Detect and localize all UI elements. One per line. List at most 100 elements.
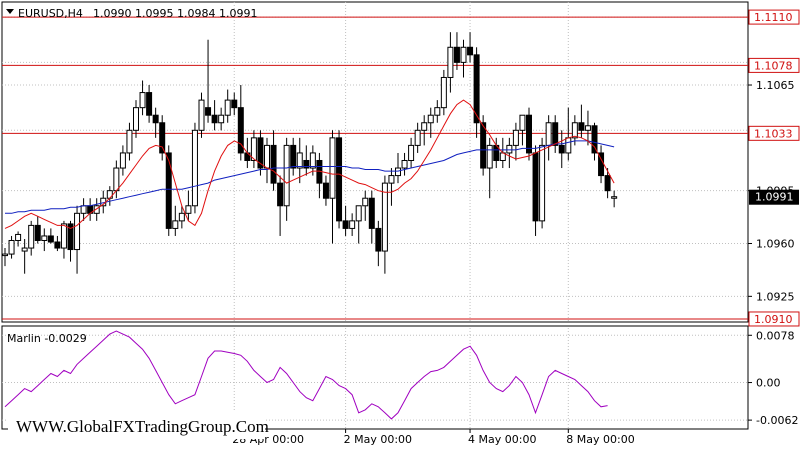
level-tag-box bbox=[748, 57, 800, 73]
current-price-label: 1.0991 bbox=[755, 191, 794, 204]
candle bbox=[611, 190, 618, 208]
candle-body-bear bbox=[34, 224, 41, 241]
candle bbox=[408, 137, 415, 169]
candle bbox=[67, 220, 74, 262]
oscillator-pane[interactable]: Marlin -0.0029 0.0078 0.00 -0.0062 bbox=[1, 325, 798, 430]
time-tick-label: 4 May 00:00 bbox=[468, 433, 536, 446]
candle-body-bull bbox=[106, 190, 113, 199]
dropdown-arrow-icon[interactable] bbox=[6, 9, 14, 14]
candle-body-bull bbox=[198, 99, 205, 131]
candle bbox=[375, 220, 382, 267]
candle bbox=[486, 137, 493, 199]
candle bbox=[512, 122, 519, 161]
candle bbox=[185, 190, 192, 221]
candle-body-bull bbox=[28, 224, 35, 249]
candle-body-bull bbox=[611, 196, 618, 199]
candle bbox=[480, 115, 487, 176]
candle-body-bear bbox=[67, 223, 74, 251]
candle-body-bear bbox=[552, 122, 559, 146]
candle bbox=[165, 145, 172, 236]
candle-body-bear bbox=[152, 114, 159, 124]
watermark-text: WWW.GlobalFXTradingGroup.Com bbox=[16, 417, 269, 436]
price-pane[interactable]: EURUSD,H4 1.0990 1.0995 1.0984 1.0991 1.… bbox=[1, 1, 800, 327]
candle-body-bull bbox=[309, 152, 316, 169]
level-tag-label: 1.1033 bbox=[754, 127, 793, 140]
candle bbox=[139, 80, 146, 116]
candle bbox=[74, 205, 81, 274]
candle-body-bear bbox=[558, 144, 565, 154]
candle bbox=[591, 122, 598, 161]
candle bbox=[270, 130, 277, 191]
candle bbox=[290, 137, 297, 176]
level-tag-label: 1.1110 bbox=[754, 11, 793, 24]
candle-body-bull bbox=[8, 239, 15, 255]
oscillator-pane-frame bbox=[1, 325, 749, 430]
candle-body-bull bbox=[355, 205, 362, 222]
level-tag: 1.1110 bbox=[748, 9, 800, 25]
level-tag-box bbox=[748, 125, 800, 141]
candle bbox=[388, 168, 395, 206]
candle-body-bull bbox=[440, 76, 447, 109]
candle-body-bear bbox=[231, 99, 238, 109]
candle-body-bull bbox=[191, 129, 198, 207]
candle bbox=[126, 122, 133, 161]
candle-body-bull bbox=[296, 152, 303, 169]
candle bbox=[401, 152, 408, 176]
candle-body-bull bbox=[119, 152, 126, 169]
price-tick-label: 1.0960 bbox=[756, 238, 795, 251]
oscillator-grid bbox=[2, 328, 748, 428]
candle-body-bull bbox=[80, 205, 87, 214]
candle bbox=[146, 85, 153, 123]
candle bbox=[309, 145, 316, 176]
candle-body-bull bbox=[74, 212, 81, 251]
candle bbox=[205, 39, 212, 123]
candle-body-bear bbox=[480, 122, 487, 169]
candle bbox=[211, 100, 218, 131]
candle bbox=[237, 85, 244, 161]
candle-body-bear bbox=[375, 227, 382, 252]
candle-body-bull bbox=[218, 114, 225, 124]
candle-body-bull bbox=[126, 129, 133, 154]
time-axis: 28 Apr 00:00 2 May 00:00 4 May 00:00 8 May … bbox=[232, 429, 635, 446]
candle bbox=[604, 168, 611, 199]
candle bbox=[427, 107, 434, 138]
candle bbox=[119, 145, 126, 176]
candle bbox=[34, 216, 41, 244]
candle-body-bear bbox=[257, 137, 264, 169]
candle-body-bear bbox=[290, 144, 297, 169]
candle bbox=[342, 205, 349, 236]
candle bbox=[133, 100, 139, 138]
candle bbox=[283, 137, 290, 221]
candle-body-bull bbox=[283, 144, 290, 207]
candle-body-bull bbox=[584, 125, 591, 131]
candle bbox=[198, 92, 205, 138]
candle bbox=[41, 228, 48, 252]
price-tick-label: 1.0925 bbox=[756, 290, 795, 303]
candle-body-bull bbox=[427, 114, 434, 124]
candle bbox=[460, 39, 467, 78]
level-tag-label: 1.0910 bbox=[754, 313, 793, 326]
candle bbox=[47, 228, 54, 244]
candle-body-bear bbox=[604, 175, 611, 192]
oscillator-axis: 0.0078 0.00 -0.0062 bbox=[748, 329, 798, 427]
price-pane-frame bbox=[1, 1, 749, 323]
candle bbox=[250, 130, 257, 169]
candle-body-bull bbox=[329, 137, 336, 199]
candle bbox=[440, 69, 447, 116]
candle bbox=[349, 213, 356, 236]
candle-body-bull bbox=[362, 197, 369, 207]
symbol-label: EURUSD,H4 bbox=[18, 7, 83, 20]
candle bbox=[421, 115, 428, 146]
candle-body-bull bbox=[21, 247, 28, 252]
candle bbox=[172, 205, 179, 236]
candle-body-bear bbox=[322, 182, 329, 199]
level-tag-box bbox=[748, 311, 800, 327]
candle-body-bear bbox=[146, 92, 153, 116]
candle bbox=[322, 175, 329, 206]
candle-body-bull bbox=[250, 137, 257, 161]
price-levels bbox=[2, 16, 748, 320]
candle-body-bull bbox=[447, 46, 454, 78]
candle bbox=[578, 104, 585, 138]
